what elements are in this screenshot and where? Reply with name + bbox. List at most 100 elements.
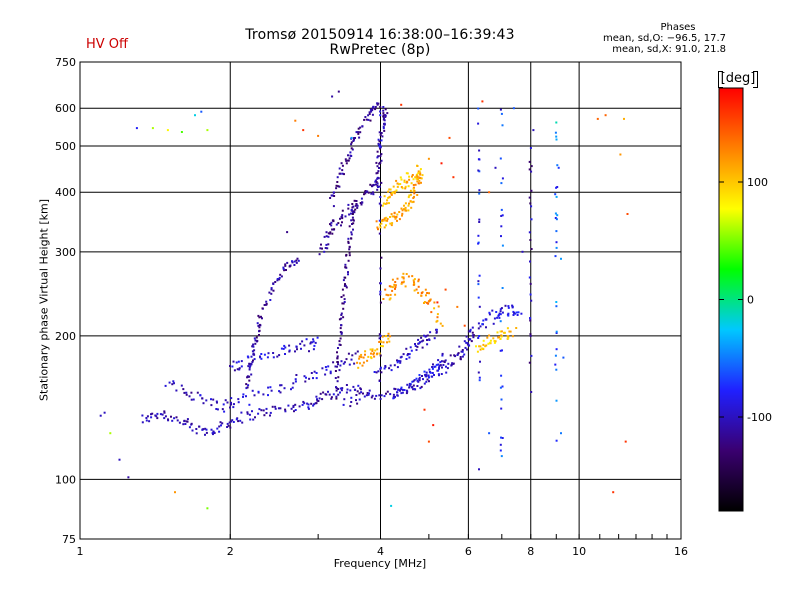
data-point — [389, 297, 392, 300]
data-point — [269, 414, 271, 417]
data-point — [394, 287, 396, 290]
data-point — [390, 224, 393, 227]
data-point — [185, 393, 188, 396]
data-point — [330, 397, 333, 400]
data-point — [498, 316, 501, 319]
data-point — [412, 184, 415, 186]
data-point — [345, 159, 348, 162]
data-point — [397, 359, 400, 362]
data-point — [350, 401, 353, 403]
data-point — [370, 352, 372, 355]
data-point — [253, 394, 256, 397]
data-point — [509, 330, 512, 333]
data-point — [499, 320, 502, 323]
data-point — [371, 350, 374, 353]
data-point — [341, 217, 344, 220]
data-point — [425, 371, 428, 374]
data-point — [417, 178, 419, 181]
data-point — [367, 191, 370, 194]
data-point — [313, 370, 316, 373]
data-point — [400, 355, 403, 358]
data-point — [327, 365, 330, 368]
data-point — [396, 394, 399, 397]
data-point — [196, 391, 199, 394]
data-point — [379, 162, 382, 164]
data-point — [285, 269, 287, 271]
data-point — [402, 353, 405, 356]
data-point — [501, 287, 504, 289]
data-point — [265, 412, 268, 414]
data-point — [488, 191, 491, 194]
data-point — [378, 341, 381, 343]
data-point — [376, 226, 379, 229]
data-point — [384, 365, 387, 367]
data-point — [317, 134, 320, 137]
data-point — [141, 421, 144, 424]
data-point — [438, 365, 441, 367]
data-point — [341, 172, 344, 175]
data-point — [397, 388, 400, 391]
data-point — [375, 394, 378, 397]
data-point — [379, 105, 382, 108]
data-point — [256, 322, 259, 325]
data-point — [380, 153, 383, 156]
data-point — [389, 216, 391, 218]
data-point — [286, 231, 289, 234]
data-point — [408, 356, 411, 359]
data-point — [506, 327, 509, 330]
data-point — [562, 356, 565, 359]
data-point — [382, 127, 385, 130]
data-point — [343, 301, 346, 303]
data-point — [332, 191, 335, 194]
data-point — [395, 189, 398, 192]
data-point — [230, 420, 233, 423]
data-point — [375, 183, 377, 186]
data-point — [182, 423, 185, 426]
data-point — [351, 203, 354, 205]
data-point — [420, 294, 423, 297]
data-point — [465, 335, 468, 338]
data-point — [409, 383, 412, 386]
data-point — [415, 377, 418, 380]
data-point — [437, 369, 440, 372]
data-point — [316, 399, 319, 402]
data-point — [420, 340, 423, 343]
data-point — [267, 352, 270, 355]
data-point — [419, 341, 421, 344]
data-point — [382, 341, 385, 344]
data-point — [380, 256, 383, 259]
data-point — [194, 114, 196, 117]
data-point — [440, 162, 443, 165]
data-point — [415, 348, 418, 351]
data-point — [237, 398, 240, 401]
data-point — [286, 261, 289, 264]
data-point — [382, 115, 385, 118]
data-point — [421, 346, 424, 349]
data-point — [497, 336, 500, 339]
data-point — [417, 172, 420, 175]
data-point — [168, 381, 171, 384]
data-point — [313, 344, 316, 347]
colorbar-tick-label: 100 — [747, 176, 768, 189]
data-point — [329, 372, 332, 375]
data-point — [414, 343, 416, 345]
data-point — [530, 391, 533, 393]
data-point — [425, 334, 428, 337]
data-point — [344, 283, 346, 286]
data-point — [418, 176, 421, 179]
data-point — [392, 185, 395, 188]
data-point — [251, 345, 254, 348]
data-point — [336, 357, 339, 360]
data-point — [365, 394, 368, 397]
data-point — [175, 416, 178, 419]
data-point — [175, 389, 178, 392]
data-point — [379, 282, 382, 285]
data-point — [495, 311, 498, 313]
data-point — [489, 339, 492, 342]
data-point — [260, 315, 262, 318]
data-point — [276, 279, 279, 282]
data-point — [310, 341, 313, 344]
data-point — [376, 184, 379, 187]
data-point — [269, 411, 272, 414]
data-point — [419, 173, 422, 176]
